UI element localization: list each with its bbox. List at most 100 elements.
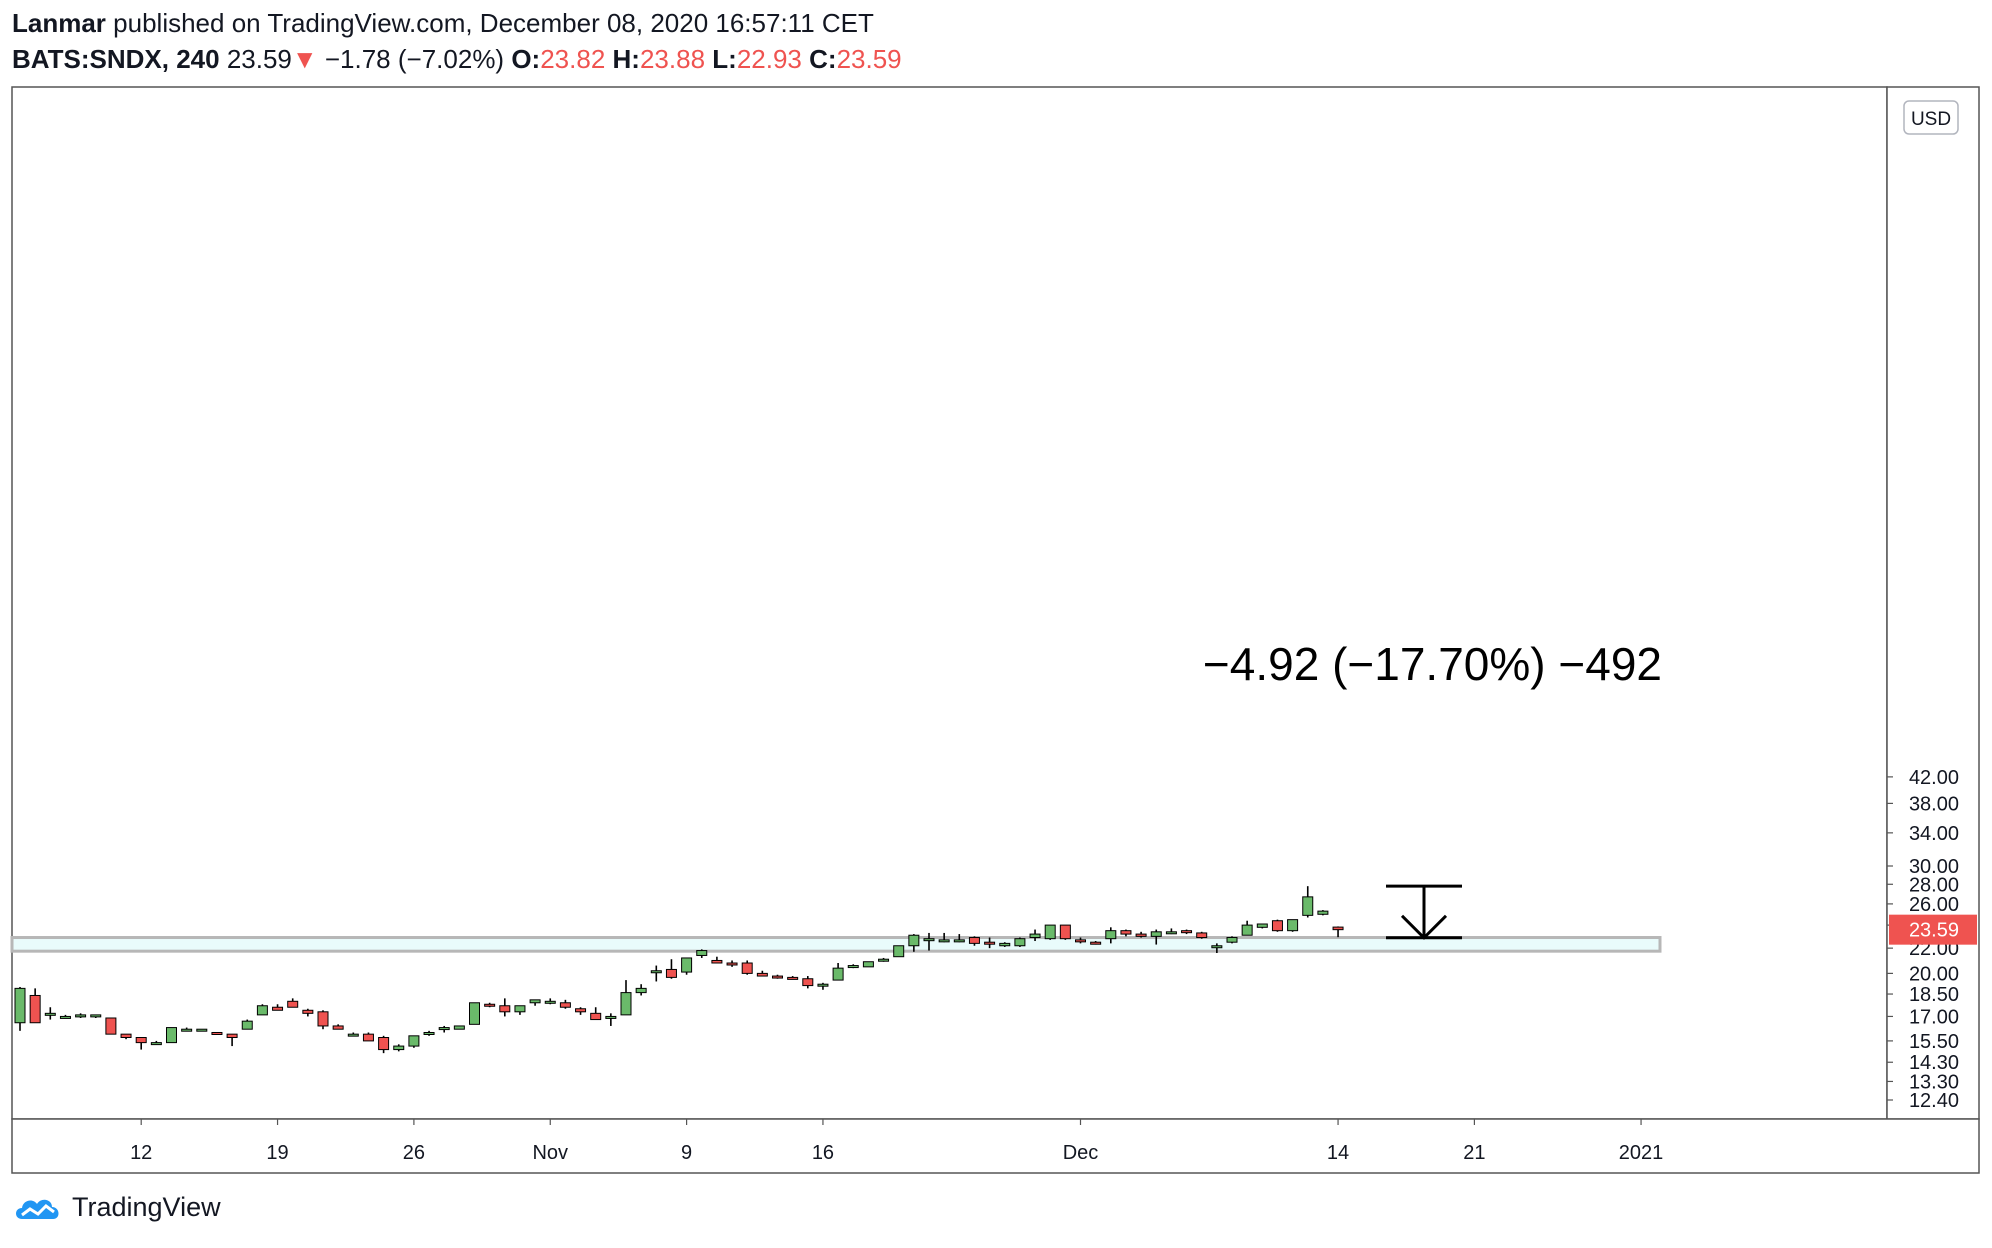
candle[interactable] (1135, 931, 1147, 938)
candle[interactable] (681, 957, 693, 975)
candle[interactable] (1044, 924, 1056, 940)
candle[interactable] (787, 976, 799, 980)
candle[interactable] (438, 1025, 450, 1033)
candle[interactable] (317, 1010, 329, 1030)
candle-body (984, 941, 996, 945)
candle[interactable] (302, 1008, 314, 1017)
currency-badge[interactable] (1903, 100, 1959, 135)
candle[interactable] (696, 949, 708, 958)
candle[interactable] (211, 1031, 223, 1035)
candle[interactable] (756, 970, 768, 977)
time-axis[interactable] (11, 1118, 1980, 1174)
candle[interactable] (226, 1033, 238, 1047)
candle[interactable] (529, 999, 541, 1006)
candle[interactable] (559, 999, 571, 1009)
candle[interactable] (620, 980, 632, 1016)
candle[interactable] (878, 957, 890, 962)
candle[interactable] (150, 1040, 162, 1046)
candle[interactable] (287, 998, 299, 1008)
candle[interactable] (938, 932, 950, 943)
candle[interactable] (362, 1032, 374, 1042)
candle[interactable] (90, 1014, 102, 1018)
candle[interactable] (590, 1007, 602, 1021)
support-zone[interactable] (10, 936, 1662, 953)
candle[interactable] (1105, 927, 1117, 944)
candle[interactable] (393, 1044, 405, 1052)
candle[interactable] (802, 976, 814, 989)
candle[interactable] (1181, 929, 1193, 935)
candle[interactable] (968, 936, 980, 946)
candle[interactable] (1226, 936, 1238, 944)
candle[interactable] (135, 1037, 147, 1050)
candle[interactable] (893, 945, 905, 958)
candle[interactable] (1241, 920, 1253, 936)
price-axis[interactable] (1886, 86, 1980, 1120)
candle[interactable] (1120, 929, 1132, 937)
y-tick-label: 12.40 (1909, 1090, 1959, 1112)
candle[interactable] (726, 960, 738, 967)
candle[interactable] (1302, 886, 1314, 918)
candle[interactable] (469, 1002, 480, 1025)
candle[interactable] (862, 961, 874, 968)
candle[interactable] (196, 1028, 208, 1032)
candle[interactable] (181, 1027, 193, 1032)
candle[interactable] (347, 1032, 359, 1037)
candle[interactable] (1075, 937, 1086, 944)
candle[interactable] (241, 1019, 253, 1030)
candle[interactable] (378, 1035, 390, 1054)
candle[interactable] (1211, 943, 1223, 954)
candle[interactable] (1271, 919, 1283, 932)
candle[interactable] (544, 998, 556, 1005)
candle[interactable] (1196, 931, 1208, 939)
candle[interactable] (1256, 923, 1268, 929)
candle[interactable] (332, 1024, 344, 1030)
candle[interactable] (923, 932, 935, 951)
candle[interactable] (817, 982, 829, 990)
candle[interactable] (772, 974, 783, 979)
candle[interactable] (408, 1035, 420, 1048)
candle-body (802, 978, 814, 987)
candle[interactable] (1317, 910, 1329, 916)
candle[interactable] (1165, 928, 1177, 935)
candle[interactable] (59, 1014, 71, 1019)
candle[interactable] (256, 1004, 268, 1016)
candle[interactable] (741, 960, 753, 975)
candle[interactable] (1059, 924, 1071, 940)
candle-body (862, 961, 874, 968)
candle[interactable] (1014, 937, 1026, 947)
plot-area[interactable] (11, 86, 1888, 1120)
candle[interactable] (166, 1027, 177, 1044)
candle[interactable] (999, 942, 1011, 947)
candle[interactable] (1090, 941, 1102, 945)
candle[interactable] (484, 1002, 496, 1008)
candle[interactable] (423, 1030, 435, 1036)
candle[interactable] (635, 984, 647, 996)
candle[interactable] (453, 1025, 465, 1030)
candle[interactable] (1287, 919, 1299, 932)
candle[interactable] (953, 934, 965, 943)
candle[interactable] (514, 1005, 526, 1015)
candle[interactable] (1029, 929, 1041, 942)
candle[interactable] (120, 1033, 132, 1040)
candle[interactable] (605, 1013, 617, 1026)
candle[interactable] (908, 934, 920, 952)
candle[interactable] (575, 1007, 587, 1015)
candle[interactable] (44, 1007, 56, 1020)
candle[interactable] (832, 963, 844, 981)
candle[interactable] (75, 1013, 87, 1018)
candle[interactable] (499, 998, 511, 1017)
candle-body (878, 958, 890, 962)
candle[interactable] (711, 956, 723, 964)
candle[interactable] (272, 1004, 284, 1011)
candle[interactable] (14, 986, 26, 1031)
candle[interactable] (1332, 926, 1344, 938)
candle[interactable] (665, 959, 677, 979)
candle[interactable] (984, 937, 996, 949)
candle[interactable] (847, 964, 859, 969)
candle[interactable] (650, 965, 662, 982)
candle[interactable] (105, 1017, 117, 1035)
candle[interactable] (29, 988, 41, 1024)
tradingview-logo[interactable]: TradingView (12, 1192, 221, 1223)
candle[interactable] (1150, 929, 1162, 945)
